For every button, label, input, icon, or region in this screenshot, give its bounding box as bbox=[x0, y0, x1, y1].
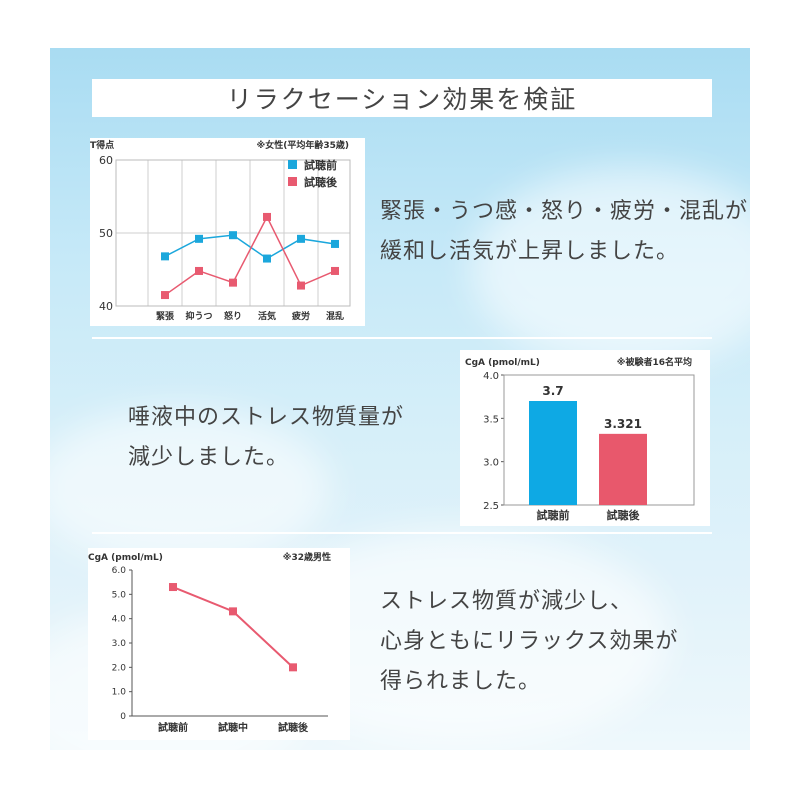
chart1-box: T得点 ※女性(平均年齢35歳) 60 50 40 緊張 抑うつ 怒り 活気 疲労 混乱 試聴前試聴後 bbox=[90, 138, 365, 326]
chart3-note: ※32歳男性 bbox=[283, 551, 331, 563]
chart2-category-label: 試聴後 bbox=[607, 508, 641, 522]
chart2-category-label: 試聴前 bbox=[537, 508, 570, 522]
chart1-note: ※女性(平均年齢35歳) bbox=[256, 139, 349, 151]
section2-caption: 唾液中のストレス物質量が 減少しました。 bbox=[128, 398, 404, 478]
chart2-ytick-label: 4.0 bbox=[483, 371, 499, 382]
chart2-ytick-label: 3.0 bbox=[483, 458, 499, 469]
chart1-point bbox=[229, 278, 237, 287]
chart1-point bbox=[263, 212, 271, 221]
chart3-ylabel: CgA (pmol/mL) bbox=[88, 553, 163, 563]
chart2-value-label: 3.321 bbox=[604, 417, 642, 431]
chart2-box: CgA (pmol/mL) ※被験者16名平均 4.0 3.5 3.0 2.5 3.7 試聴前… bbox=[460, 350, 710, 526]
page-title: リラクセーション効果を検証 bbox=[226, 85, 578, 114]
chart1-category-label: 怒り bbox=[224, 310, 242, 322]
chart1-category-label: 疲労 bbox=[292, 310, 310, 322]
chart3-ytick-label: 5.0 bbox=[112, 590, 127, 600]
section1-caption-line2: 緩和し活気が上昇しました。 bbox=[380, 239, 680, 264]
chart1-point bbox=[229, 231, 237, 240]
chart3-svg: CgA (pmol/mL) ※32歳男性 6.0 5.0 4.0 3.0 2.0 1.0 0 試聴… bbox=[88, 551, 331, 734]
chart3-ytick-label: 2.0 bbox=[112, 663, 127, 673]
chart1-category-label: 混乱 bbox=[326, 310, 344, 322]
section3-caption-line1: ストレス物質が減少し、 bbox=[380, 589, 634, 614]
chart3-category-label: 試聴後 bbox=[278, 721, 309, 734]
chart1-legend-swatch bbox=[288, 177, 297, 186]
chart2-svg: CgA (pmol/mL) ※被験者16名平均 4.0 3.5 3.0 2.5 3.7 試聴前… bbox=[465, 356, 695, 522]
chart1-legend-label: 試聴後 bbox=[304, 175, 338, 189]
chart2-note: ※被験者16名平均 bbox=[617, 356, 692, 368]
chart1-frame bbox=[115, 159, 351, 307]
chart1-series-line bbox=[164, 215, 336, 296]
section3-caption-line3: 得られました。 bbox=[380, 669, 542, 694]
chart2-ylabel: CgA (pmol/mL) bbox=[465, 358, 540, 368]
chart3-ytick-label: 6.0 bbox=[112, 566, 127, 576]
chart1-category-label: 活気 bbox=[258, 310, 276, 322]
chart3-point bbox=[289, 663, 297, 672]
chart2-bar bbox=[529, 401, 577, 505]
chart1-point bbox=[161, 252, 169, 261]
section1-caption-line1: 緊張・うつ感・怒り・疲労・混乱が bbox=[380, 199, 749, 224]
chart1-point bbox=[263, 254, 271, 263]
chart1-point bbox=[331, 266, 339, 275]
chart1-point bbox=[297, 234, 305, 243]
chart1-point bbox=[161, 291, 169, 300]
chart2-ytick-label: 3.5 bbox=[483, 414, 499, 425]
chart1-series-line bbox=[164, 234, 336, 260]
title-banner: リラクセーション効果を検証 bbox=[92, 79, 712, 117]
chart1-point bbox=[195, 266, 203, 275]
chart1-ytick-label: 50 bbox=[99, 227, 113, 240]
chart1-legend-label: 試聴前 bbox=[304, 158, 337, 172]
section-divider-1 bbox=[92, 337, 712, 339]
chart1-ytick-label: 60 bbox=[99, 154, 113, 167]
chart1-ylabel: T得点 bbox=[90, 139, 114, 151]
chart3-category-label: 試聴中 bbox=[218, 721, 248, 734]
chart1-point bbox=[331, 239, 339, 248]
chart3-ytick-label: 4.0 bbox=[112, 615, 127, 625]
chart3-ytick-label: 0 bbox=[120, 712, 126, 722]
chart3-ytick-label: 3.0 bbox=[112, 639, 127, 649]
chart1-legend-swatch bbox=[288, 160, 297, 169]
section3-caption: ストレス物質が減少し、 心身ともにリラックス効果が 得られました。 bbox=[380, 582, 678, 702]
chart3-point bbox=[229, 607, 237, 616]
section-divider-2 bbox=[92, 532, 712, 534]
chart1-ytick-label: 40 bbox=[99, 300, 113, 313]
chart1-category-label: 抑うつ bbox=[185, 310, 212, 322]
section1-caption: 緊張・うつ感・怒り・疲労・混乱が 緩和し活気が上昇しました。 bbox=[380, 192, 748, 272]
chart3-ytick-label: 1.0 bbox=[112, 688, 127, 698]
section2-caption-line1: 唾液中のストレス物質量が bbox=[128, 405, 405, 430]
chart2-ytick-label: 2.5 bbox=[483, 501, 499, 512]
section3-caption-line2: 心身ともにリラックス効果が bbox=[380, 629, 679, 654]
section2-caption-line2: 減少しました。 bbox=[128, 445, 290, 470]
chart1-category-label: 緊張 bbox=[156, 310, 175, 322]
chart1-point bbox=[195, 234, 203, 243]
chart3-category-label: 試聴前 bbox=[158, 721, 188, 734]
chart1-point bbox=[297, 281, 305, 290]
chart2-bar bbox=[599, 433, 647, 505]
chart2-value-label: 3.7 bbox=[542, 384, 563, 398]
chart3-series-line bbox=[172, 586, 294, 669]
chart3-box: CgA (pmol/mL) ※32歳男性 6.0 5.0 4.0 3.0 2.0 1.0 0 試聴… bbox=[88, 548, 350, 740]
chart3-point bbox=[169, 583, 177, 592]
